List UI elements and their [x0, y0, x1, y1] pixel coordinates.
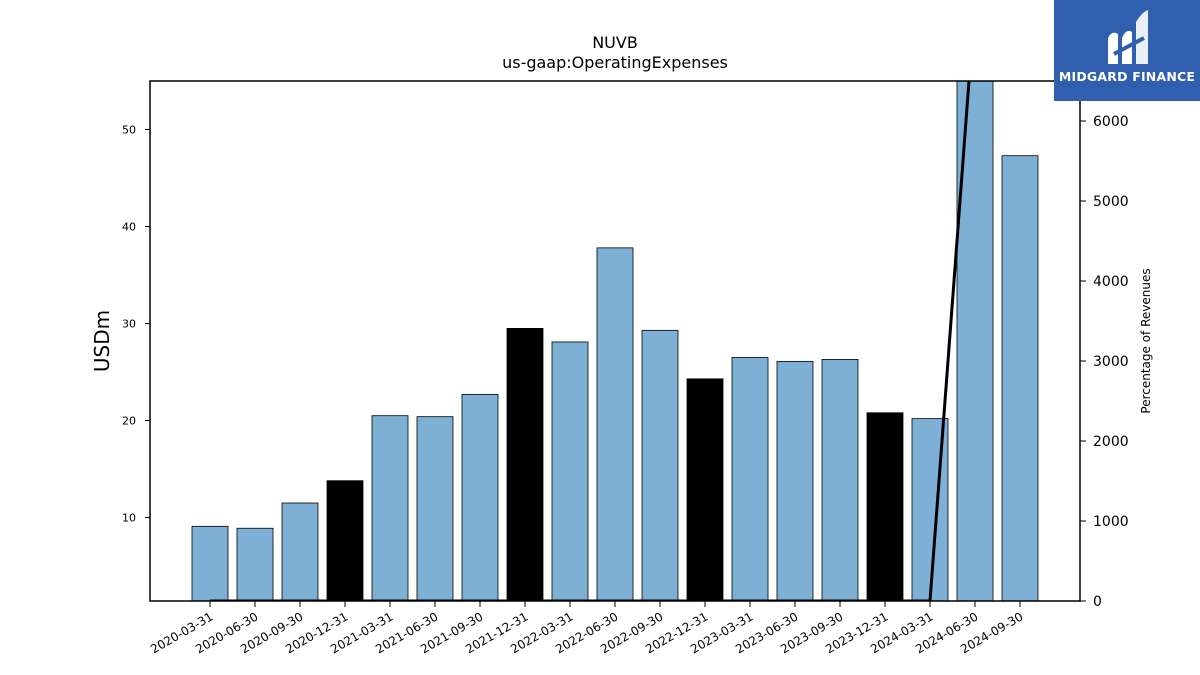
- y-tick-label: 30: [122, 318, 136, 331]
- logo: MIDGARD FINANCE: [1054, 0, 1200, 101]
- bar: [686, 378, 724, 601]
- y-tick-label: 10: [122, 512, 136, 525]
- y-right-tick-label: 3000: [1093, 354, 1129, 370]
- bars: [191, 81, 1039, 601]
- y-axis-label: USDm: [90, 310, 114, 372]
- bar: [596, 247, 634, 601]
- y-right-tick-label: 2000: [1093, 434, 1129, 450]
- bar: [731, 357, 769, 601]
- y-right-tick-label: 1000: [1093, 514, 1129, 530]
- bar: [281, 502, 319, 601]
- y-tick-label: 40: [122, 221, 136, 234]
- bar: [236, 527, 274, 601]
- logo-text: MIDGARD FINANCE: [1058, 69, 1196, 84]
- chart-subtitle: us-gaap:OperatingExpenses: [502, 53, 728, 72]
- y-tick-label: 20: [122, 415, 136, 428]
- bar: [506, 327, 544, 601]
- y-axis-label-right: Percentage of Revenues: [1139, 268, 1153, 413]
- bar: [641, 329, 679, 601]
- y-tick-label: 50: [122, 124, 136, 137]
- bar: [776, 360, 814, 601]
- bar: [1001, 155, 1039, 601]
- bar: [191, 525, 229, 601]
- bar: [416, 416, 454, 601]
- y-right-tick-label: 4000: [1093, 274, 1129, 290]
- chart-title: NUVB: [592, 33, 638, 52]
- bar: [326, 480, 364, 601]
- bar: [371, 415, 409, 601]
- bar: [821, 359, 859, 601]
- bar: [551, 341, 589, 601]
- y-right-tick-label: 6000: [1093, 114, 1129, 130]
- y-right-tick-label: 5000: [1093, 194, 1129, 210]
- bar: [866, 412, 904, 601]
- bar: [461, 393, 499, 601]
- y-right-tick-label: 0: [1093, 594, 1102, 610]
- logo-mark-icon: [1108, 10, 1148, 64]
